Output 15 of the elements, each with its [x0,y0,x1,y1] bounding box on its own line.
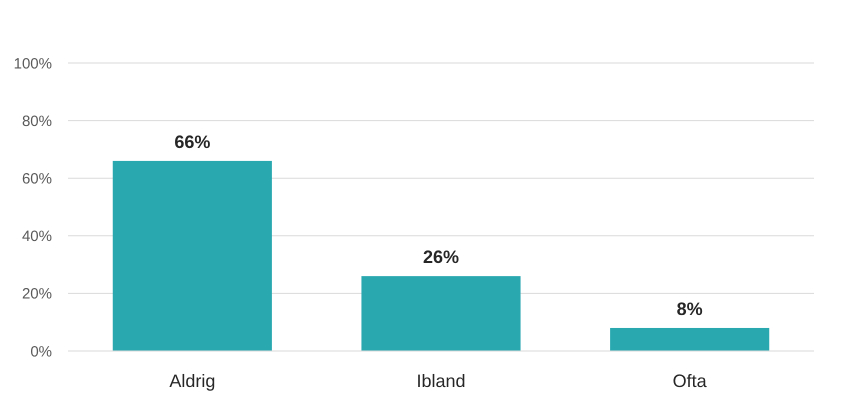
bar [610,328,770,351]
y-tick-label: 60% [22,170,52,188]
y-tick-label: 100% [14,55,52,72]
x-tick-label: Ibland [416,371,466,391]
y-tick-label: 0% [30,343,52,360]
bar [361,276,521,351]
y-tick-label: 80% [22,112,52,130]
x-tick-label: Ofta [672,371,708,391]
data-label: 66% [174,132,210,152]
data-label: 8% [676,298,703,319]
y-tick-label: 20% [22,286,52,303]
data-label: 26% [422,247,460,268]
bar [112,160,272,351]
x-tick-label: Aldrig [169,371,216,391]
y-tick-label: 40% [22,228,52,246]
